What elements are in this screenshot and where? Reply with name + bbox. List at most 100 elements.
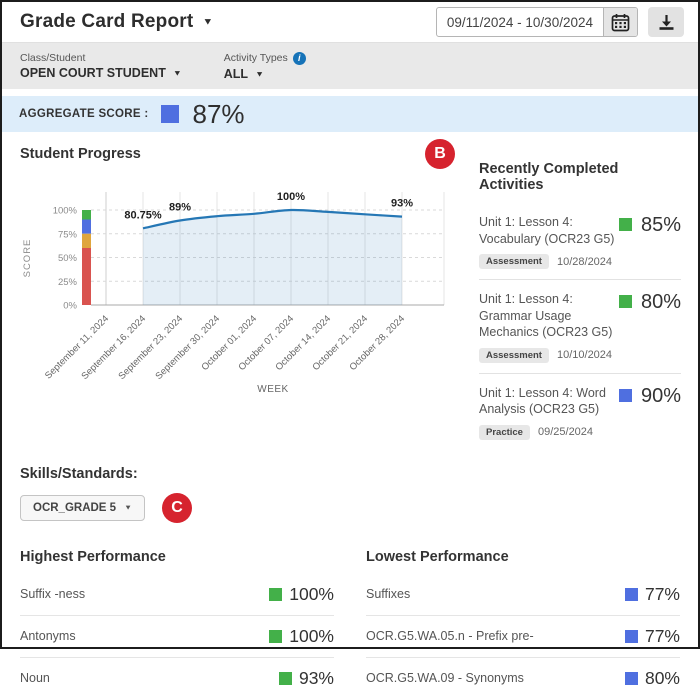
skill-score: 80% [644, 667, 680, 688]
chart-title: Student Progress [20, 146, 141, 162]
skills-standards-value: OCR_GRADE 5 [33, 501, 117, 514]
filter-bar: Class/Student OPEN COURT STUDENT ▼ Activ… [2, 43, 698, 89]
activity-list-item: Unit 1: Lesson 4: Grammar Usage Mechanic… [479, 279, 682, 373]
y-axis-tick-label: 75% [58, 229, 78, 240]
caret-down-icon: ▼ [172, 68, 182, 78]
performance-row: OCR.G5.WA.09 - Synonyms 80% [366, 656, 680, 699]
activity-types-filter: Activity Types i ALL ▼ [223, 51, 306, 81]
calendar-button[interactable] [603, 8, 637, 36]
x-axis-tick-label: September 11, 2024 [43, 313, 111, 381]
recent-activities-heading: Recently Completed Activities [479, 161, 619, 193]
download-icon [658, 14, 675, 31]
main-content: B Student Progress 0% 25% 50% 75% 100% 80.75%… [2, 132, 698, 450]
activity-type-badge: Assessment [479, 347, 549, 363]
recent-activities-card: Recently Completed Activities Unit 1: Le… [472, 132, 682, 450]
activity-title: Unit 1: Lesson 4: Vocabulary (OCR23 G5) [479, 215, 615, 246]
activity-date: 10/10/2024 [556, 349, 613, 361]
skill-score: 77% [644, 583, 680, 604]
highest-performance-card: Highest Performance Suffix -ness 100% An… [20, 549, 334, 699]
activity-score: 90% [641, 384, 682, 407]
date-range-value: 09/11/2024 - 10/30/2024 [446, 14, 593, 30]
x-axis-tick-label: September 23, 2024 [116, 313, 185, 382]
calendar-icon [611, 13, 630, 32]
activity-types-dropdown[interactable]: ALL ▼ [224, 67, 306, 81]
highest-performance-heading: Highest Performance [20, 548, 166, 565]
skill-score: 93% [298, 667, 334, 688]
page-title: Grade Card Report [20, 11, 194, 32]
skill-label: Suffixes [366, 587, 411, 601]
activity-types-value: ALL [223, 66, 249, 81]
score-color-square [624, 671, 638, 685]
class-student-label: Class/Student [20, 52, 86, 64]
score-color-square [619, 295, 632, 308]
score-color-square [269, 629, 283, 643]
performance-row: OCR.G5.WA.05.n - Prefix pre- 77% [366, 614, 680, 657]
lowest-performance-card: Lowest Performance Suffixes 77% OCR.G5.W… [366, 549, 680, 699]
aggregate-score-value: 87% [192, 98, 245, 129]
skills-standards-dropdown[interactable]: OCR_GRADE 5 ▼ [20, 494, 145, 521]
caret-down-icon: ▼ [124, 503, 132, 512]
skills-standards-section: Skills/Standards: OCR_GRADE 5 ▼ C [2, 450, 698, 523]
y-axis-tick-label: 0% [63, 301, 77, 312]
activity-types-label: Activity Types [223, 52, 288, 64]
x-axis-tick-label: September 30, 2024 [153, 313, 222, 382]
y-axis-tick-label: 50% [58, 253, 78, 264]
activity-date: 09/25/2024 [537, 426, 594, 438]
caret-down-icon: ▼ [255, 69, 264, 78]
skill-label: OCR.G5.WA.05.n - Prefix pre- [366, 629, 534, 643]
data-point-label: 89% [169, 201, 191, 213]
score-color-square [161, 105, 180, 123]
score-color-square [619, 218, 632, 231]
activity-title: Unit 1: Lesson 4: Word Analysis (OCR23 G… [479, 385, 606, 417]
performance-row: Antonyms 100% [20, 614, 334, 657]
score-band-60-75 [82, 233, 91, 248]
date-range-picker[interactable]: 09/11/2024 - 10/30/2024 [435, 7, 638, 37]
skill-score: 100% [289, 583, 334, 604]
score-color-square [278, 671, 292, 685]
score-color-square [624, 629, 638, 643]
activity-title: Unit 1: Lesson 4: Grammar Usage Mechanic… [479, 292, 613, 339]
skill-label: Antonyms [20, 629, 76, 643]
x-axis-tick-label: September 16, 2024 [79, 313, 148, 382]
activity-type-badge: Assessment [479, 254, 549, 269]
score-color-square [269, 587, 283, 601]
score-band-0-60 [82, 248, 91, 305]
data-point-label: 80.75% [124, 209, 162, 221]
report-title-dropdown[interactable]: Grade Card Report ▼ [20, 11, 213, 33]
performance-row: Noun 93% [20, 656, 334, 699]
aggregate-score-bar: AGGREGATE SCORE : 87% [2, 96, 698, 132]
activity-list-item: Unit 1: Lesson 4: Vocabulary (OCR23 G5) … [479, 203, 681, 279]
score-color-square [619, 388, 632, 402]
page-header: Grade Card Report ▼ 09/11/2024 - 10/30/2… [2, 2, 698, 43]
download-button[interactable] [648, 7, 684, 37]
y-axis-tick-label: 25% [58, 277, 78, 288]
series-line [142, 208, 403, 230]
performance-section: Highest Performance Suffix -ness 100% An… [2, 523, 698, 699]
caret-down-icon: ▼ [202, 16, 214, 28]
data-point-label: 100% [277, 191, 305, 203]
class-student-dropdown[interactable]: OPEN COURT STUDENT ▼ [20, 66, 182, 80]
class-student-filter: Class/Student OPEN COURT STUDENT ▼ [20, 52, 182, 80]
student-progress-chart: 0% 25% 50% 75% 100% 80.75% 89% 100% 93% September… [22, 191, 445, 395]
performance-row: Suffix -ness 100% [20, 574, 334, 615]
skill-label: Suffix -ness [20, 587, 86, 601]
series-area-fill [143, 209, 402, 305]
activity-score: 85% [641, 214, 682, 236]
skills-standards-heading: Skills/Standards: [20, 465, 138, 482]
annotation-badge-b: B [425, 139, 455, 169]
data-point-label: 93% [391, 198, 413, 210]
y-axis-tick-label: 100% [53, 206, 78, 217]
activity-list-item: Unit 1: Lesson 4: Word Analysis (OCR23 G… [479, 372, 682, 450]
aggregate-score-label: AGGREGATE SCORE : [19, 108, 149, 120]
info-icon[interactable]: i [292, 51, 306, 65]
score-color-square [624, 587, 638, 601]
x-axis-title: WEEK [257, 384, 288, 395]
skill-label: Noun [20, 671, 50, 685]
y-axis-title: SCORE [22, 239, 33, 278]
score-band-75-90 [82, 219, 91, 234]
annotation-badge-c: C [162, 492, 192, 523]
activity-score: 80% [641, 291, 682, 313]
lowest-performance-heading: Lowest Performance [366, 548, 509, 565]
student-progress-card: Student Progress 0% 25% 50% 75% 100% 80.75% 89… [20, 132, 472, 450]
skill-label: OCR.G5.WA.09 - Synonyms [366, 671, 524, 685]
